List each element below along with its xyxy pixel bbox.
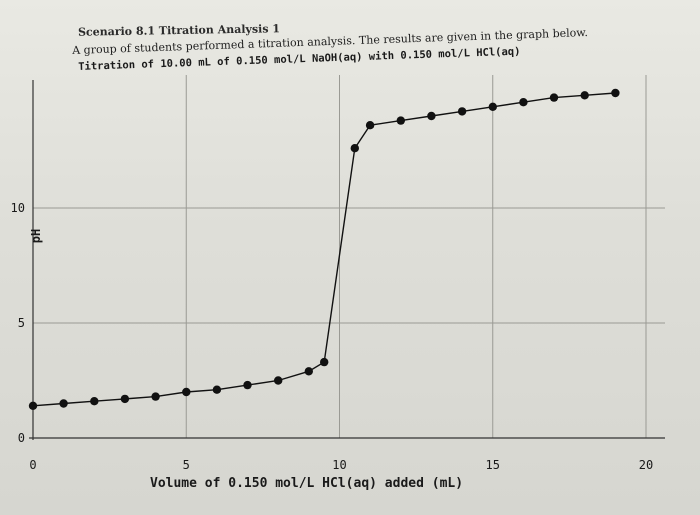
data-points: [28, 88, 620, 410]
grid-lines: [33, 75, 665, 438]
data-point: [120, 394, 130, 404]
data-point: [304, 367, 313, 376]
x-tick-label: 20: [639, 458, 653, 472]
x-axis-label: Volume of 0.150 mol/L HCl(aq) added (mL): [150, 476, 463, 491]
tick-labels: 0 5 10 15 20 0 5 10: [11, 201, 654, 472]
data-point: [59, 399, 68, 408]
data-point: [151, 392, 160, 401]
data-point: [396, 116, 405, 125]
data-point: [350, 144, 359, 153]
data-point: [427, 111, 436, 121]
y-tick-label: 10: [11, 201, 25, 215]
data-point: [611, 88, 620, 98]
x-tick-label: 10: [332, 458, 346, 472]
data-point: [457, 107, 467, 116]
data-point: [90, 397, 99, 406]
data-point: [212, 385, 222, 394]
data-point: [274, 376, 283, 385]
y-axis-label: pH: [29, 229, 43, 243]
data-point: [365, 121, 375, 130]
x-tick-label: 0: [29, 458, 36, 472]
data-point: [182, 387, 191, 397]
x-tick-label: 15: [486, 458, 500, 472]
data-point: [519, 98, 528, 107]
data-point: [549, 93, 559, 102]
x-tick-label: 5: [183, 458, 190, 472]
y-tick-label: 0: [18, 431, 25, 445]
data-point: [580, 91, 589, 100]
data-point: [28, 401, 38, 410]
data-point: [488, 102, 497, 112]
data-point: [320, 357, 329, 367]
axes: [29, 80, 665, 440]
y-tick-label: 5: [18, 316, 25, 330]
data-point: [243, 380, 252, 390]
